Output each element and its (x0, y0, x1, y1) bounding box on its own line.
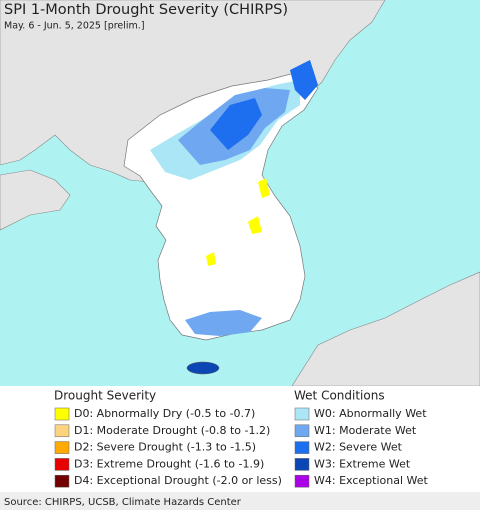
jeju (186, 361, 220, 375)
title: SPI 1-Month Drought Severity (CHIRPS) (4, 2, 288, 18)
legend-label: D3: Extreme Drought (-1.6 to -1.9) (74, 457, 264, 470)
legend-label: W1: Moderate Wet (314, 424, 417, 437)
legend-swatch (294, 474, 310, 488)
legend: Drought Severity D0: Abnormally Dry (-0.5… (54, 389, 429, 488)
legend-swatch (54, 441, 70, 454)
wet-area (210, 98, 262, 150)
legend-title: Wet Conditions (294, 389, 385, 403)
legend-bg (0, 386, 480, 492)
subtitle: May. 6 - Jun. 5, 2025 [prelim.] (4, 21, 145, 32)
legend-swatch (294, 441, 310, 454)
mainland-south (0, 169, 71, 231)
dry-area (258, 178, 270, 198)
japan (291, 271, 480, 387)
legend-swatch (294, 407, 310, 421)
legend-label: W0: Abnormally Wet (314, 407, 427, 420)
legend-swatch (54, 458, 70, 471)
legend-swatch (54, 424, 70, 438)
source: Source: CHIRPS, UCSB, Climate Hazards Ce… (4, 497, 242, 508)
legend-label: D0: Abnormally Dry (-0.5 to -0.7) (74, 407, 255, 420)
legend-swatch (54, 474, 70, 488)
legend-label: W4: Exceptional Wet (314, 474, 429, 487)
dry-area (248, 216, 262, 234)
legend-label: W2: Severe Wet (314, 441, 403, 454)
dry-area (206, 252, 216, 266)
legend-label: D1: Moderate Drought (-0.8 to -1.2) (74, 424, 270, 437)
legend-title: Drought Severity (54, 389, 156, 403)
legend-label: D4: Exceptional Drought (-2.0 or less) (74, 474, 282, 487)
legend-swatch (54, 407, 70, 421)
wet-area (290, 60, 318, 100)
legend-label: D2: Severe Drought (-1.3 to -1.5) (74, 441, 256, 454)
legend-swatch (294, 424, 310, 438)
footer-bg (0, 492, 480, 510)
legend-swatch (294, 458, 310, 471)
wet-area (185, 310, 262, 336)
legend-label: W3: Extreme Wet (314, 457, 411, 470)
